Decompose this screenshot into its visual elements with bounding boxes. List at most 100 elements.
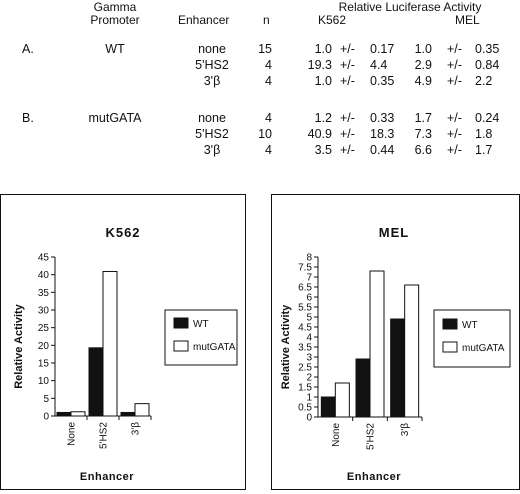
mel-plusminus: +/- [447,111,462,125]
x-tick-label: None [67,422,78,446]
n-cell: 4 [265,143,272,157]
legend-swatch [442,341,458,353]
header-promoter: Promoter [90,13,140,27]
legend: WT mutGATA [433,309,511,368]
y-tick-label: 30 [38,306,50,317]
k562-plusminus: +/- [340,74,355,88]
x-tick-label: 3'β [131,422,142,435]
legend-label: WT [193,319,209,330]
legend-swatch [173,317,189,329]
chart-mel: MEL 00.511.522.533.544.555.566.577.58 Rela… [280,225,511,483]
y-tick-label: 4 [306,333,312,344]
mel-plusminus: +/- [447,42,462,56]
k562-value: 19.3 [307,58,332,72]
k562-value: 1.2 [314,111,332,125]
header-n: n [263,13,270,27]
mel-value: 4.9 [414,74,432,88]
n-cell: 4 [265,58,272,72]
k562-error: 0.44 [370,143,395,157]
y-tick-label: 5 [43,394,49,405]
bar [70,411,86,417]
legend: WT mutGATA [164,309,238,366]
y-tick-label: 45 [38,253,50,264]
y-tick-label: 40 [38,270,50,281]
k562-plusminus: +/- [340,42,355,56]
enhancer-cell: 5'HS2 [195,58,229,72]
mel-value: 6.6 [414,143,432,157]
legend-label: mutGATA [462,343,505,354]
chart-k562: K562 0 5 10 15 20 25 30 35 40 45 Relative Activity N… [13,225,238,483]
mel-plusminus: +/- [447,58,462,72]
y-tick-label: 10 [38,376,50,387]
mel-error: 0.84 [475,58,500,72]
y-axis-label: Relative Activity [13,303,25,388]
enhancer-cell: 3'β [203,143,221,157]
mel-plusminus: +/- [447,143,462,157]
y-tick-label: 8 [306,253,312,264]
y-tick-label: 1 [306,393,312,404]
y-tick-label: 15 [38,359,50,370]
mel-plusminus: +/- [447,127,462,141]
n-cell: 4 [265,111,272,125]
bar [56,411,72,417]
header-mel: MEL [455,13,480,27]
mel-value: 7.3 [414,127,432,141]
y-tick-label: 6.5 [298,283,312,294]
enhancer-cell: none [198,111,226,125]
y-axis-label: Relative Activity [280,304,292,389]
k562-error: 4.4 [370,58,388,72]
mel-value: 1.7 [414,111,432,125]
k562-value: 3.5 [314,143,332,157]
k562-error: 0.33 [370,111,395,125]
bar [120,411,136,417]
chart-title: MEL [379,225,409,240]
bar [369,270,385,418]
y-tick-label: 3.5 [298,343,312,354]
mel-error: 1.7 [475,143,493,157]
promoter-wt: WT [105,42,125,56]
mel-error: 2.2 [475,74,493,88]
y-tick-label: 5.5 [298,303,312,314]
header-enhancer: Enhancer [178,13,230,27]
enhancer-cell: 5'HS2 [195,127,229,141]
bar [355,358,371,418]
chart-panel-mel: MEL 0 0.5 1 1.5 2 2.5 3 3.5 4 4.5 5 5.5 6 6.5 7 7.5 8 Rela… [271,194,520,490]
k562-plusminus: +/- [340,111,355,125]
bar [390,318,406,418]
legend-label: mutGATA [193,342,236,353]
k562-value: 40.9 [307,127,332,141]
mel-error: 1.8 [475,127,493,141]
bar [102,270,118,417]
chart-panel-k562: K562 0 5 10 15 20 25 30 35 40 45 Relative Activity N… [0,194,246,490]
y-tick-label: 3 [306,353,312,364]
x-axis-label: Enhancer [80,471,134,483]
mel-value: 2.9 [414,58,432,72]
k562-error: 0.17 [370,42,395,56]
header-relative-luciferase-activity: Relative Luciferase Activity [338,0,482,14]
legend-label: WT [462,320,478,331]
x-tick-label: 3'β [400,423,411,436]
x-tick-label: 5'HS2 [366,423,377,450]
mel-error: 0.24 [475,111,500,125]
x-tick-label: 5'HS2 [99,422,110,449]
y-tick-label: 0 [306,413,312,424]
n-cell: 4 [265,74,272,88]
y-tick-label: 25 [38,323,50,334]
y-tick-label: 0.5 [298,403,312,414]
y-tick-label: 7 [306,273,312,284]
bar [88,347,104,417]
mel-error: 0.35 [475,42,500,56]
y-tick-label: 6 [306,293,312,304]
mel-value: 1.0 [414,42,432,56]
y-tick-label: 35 [38,288,50,299]
k562-error: 0.35 [370,74,395,88]
y-tick-label: 5 [306,313,312,324]
y-tick-label: 7.5 [298,263,312,274]
k562-error: 18.3 [370,127,395,141]
x-tick-label: None [331,423,342,447]
legend-swatch [442,318,458,330]
bar [334,382,350,418]
promoter-mutgata: mutGATA [88,111,142,125]
k562-plusminus: +/- [340,58,355,72]
x-axis-label: Enhancer [347,471,401,483]
